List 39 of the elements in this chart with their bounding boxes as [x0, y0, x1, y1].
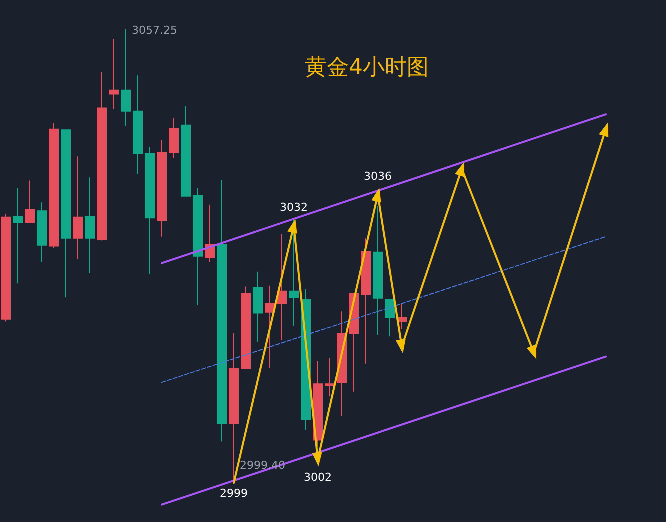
- candlestick: [181, 105, 191, 197]
- candlestick: [289, 218, 299, 327]
- candlestick: [49, 122, 59, 250]
- candlestick: [25, 180, 35, 224]
- point: [526, 344, 537, 360]
- candlestick: [241, 286, 251, 370]
- candlestick: [37, 202, 47, 264]
- candlestick: [145, 146, 155, 275]
- candlestick: [325, 358, 335, 398]
- candlestick: [133, 75, 143, 176]
- candlestick: [157, 140, 167, 238]
- annotation: 3057.25: [132, 24, 178, 38]
- candlestick: [97, 72, 107, 242]
- point: [312, 452, 322, 467]
- data-label: 3036: [364, 170, 392, 183]
- candlestick: [109, 38, 119, 110]
- candlestick: [121, 28, 131, 127]
- candlestick: [313, 361, 323, 448]
- candlestick: [73, 156, 83, 260]
- candlestick: [169, 118, 179, 159]
- candlestick: [61, 130, 71, 298]
- candlestick: [385, 299, 395, 338]
- candlestick: [217, 179, 227, 442]
- candlestick: [361, 238, 371, 364]
- candlestick: [13, 188, 23, 284]
- point: [396, 339, 406, 354]
- candlestick: [397, 302, 407, 330]
- data-label: 3032: [280, 200, 308, 214]
- candlestick: [85, 177, 95, 274]
- candlestick: [265, 285, 275, 370]
- candlestick: [193, 188, 203, 306]
- candlestick: [1, 214, 11, 322]
- data-label: 3002: [304, 471, 332, 484]
- candlestick: [229, 332, 239, 480]
- text: 黄金4小时图: [305, 56, 429, 80]
- candlestick: [253, 271, 263, 343]
- candlestick: [277, 234, 287, 341]
- data-label: 2999: [220, 487, 248, 500]
- candlestick: [373, 206, 383, 336]
